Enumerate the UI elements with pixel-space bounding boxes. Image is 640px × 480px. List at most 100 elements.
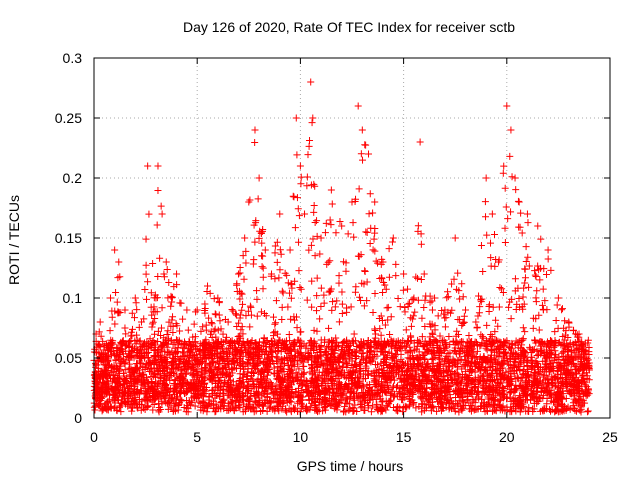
data-point	[137, 387, 145, 395]
data-point	[328, 200, 336, 208]
data-point	[584, 336, 592, 344]
data-point	[409, 356, 417, 364]
data-point	[396, 303, 404, 311]
data-point	[138, 397, 146, 405]
data-point	[228, 305, 236, 313]
data-point	[219, 330, 227, 338]
data-point	[313, 362, 321, 370]
data-point	[313, 327, 321, 335]
data-point	[181, 340, 189, 348]
data-point	[212, 350, 220, 358]
data-point	[579, 343, 587, 351]
data-point	[543, 270, 551, 278]
data-point	[372, 361, 380, 369]
data-point	[308, 119, 316, 127]
data-point	[144, 278, 152, 286]
data-point	[104, 397, 112, 405]
data-point	[331, 303, 339, 311]
data-point	[276, 246, 284, 254]
data-point	[496, 389, 504, 397]
data-point	[460, 318, 468, 326]
data-point	[473, 323, 481, 331]
data-point	[319, 407, 327, 415]
data-point	[317, 284, 325, 292]
data-point	[533, 347, 541, 355]
data-point	[502, 203, 510, 211]
data-point	[411, 308, 419, 316]
data-point	[519, 324, 527, 332]
data-point	[273, 395, 281, 403]
data-point	[361, 267, 369, 275]
data-point	[336, 217, 344, 225]
data-point	[369, 209, 377, 217]
data-point	[422, 292, 430, 300]
data-point	[236, 264, 244, 272]
data-point	[284, 303, 292, 311]
data-point	[420, 304, 428, 312]
data-point	[552, 317, 560, 325]
data-point	[441, 392, 449, 400]
data-point	[206, 289, 214, 297]
data-point	[338, 288, 346, 296]
data-point	[192, 308, 200, 316]
data-point	[393, 346, 401, 354]
data-point	[216, 317, 224, 325]
data-point	[211, 408, 219, 416]
data-point	[271, 328, 279, 336]
data-point	[517, 209, 525, 217]
data-point	[182, 408, 190, 416]
data-point	[257, 308, 265, 316]
data-point	[332, 229, 340, 237]
data-point	[533, 287, 541, 295]
data-point	[322, 219, 330, 227]
data-point	[419, 351, 427, 359]
data-point	[127, 379, 135, 387]
data-point	[507, 315, 515, 323]
data-point	[370, 337, 378, 345]
data-point	[384, 303, 392, 311]
data-point	[106, 327, 114, 335]
data-point	[205, 348, 213, 356]
data-point	[345, 400, 353, 408]
data-point	[453, 327, 461, 335]
data-point	[221, 380, 229, 388]
data-point	[345, 384, 353, 392]
data-point	[117, 408, 125, 416]
data-point	[416, 340, 424, 348]
data-point	[310, 202, 318, 210]
data-point	[394, 295, 402, 303]
data-point	[531, 267, 539, 275]
data-point	[311, 252, 319, 260]
data-point	[506, 152, 514, 160]
data-point	[414, 296, 422, 304]
data-point	[141, 286, 149, 294]
data-point	[371, 247, 379, 255]
data-point	[351, 288, 359, 296]
data-point	[454, 269, 462, 277]
data-point	[522, 243, 530, 251]
data-point	[172, 336, 180, 344]
data-point	[450, 275, 458, 283]
data-point	[451, 369, 459, 377]
data-point	[499, 169, 507, 177]
data-point	[300, 377, 308, 385]
data-point	[350, 330, 358, 338]
data-point	[108, 313, 116, 321]
data-point	[273, 238, 281, 246]
data-point	[507, 208, 515, 216]
data-point	[149, 260, 157, 267]
data-point	[271, 249, 279, 257]
data-point	[127, 328, 135, 336]
data-point	[160, 273, 168, 281]
data-point	[240, 275, 248, 283]
data-point	[392, 272, 400, 280]
data-point	[520, 284, 528, 292]
data-point	[386, 330, 394, 338]
data-point	[436, 345, 444, 353]
data-point	[144, 396, 152, 404]
data-point	[340, 407, 348, 415]
data-point	[297, 180, 305, 188]
data-point	[184, 326, 192, 334]
data-point	[247, 375, 255, 383]
data-point	[313, 232, 321, 240]
